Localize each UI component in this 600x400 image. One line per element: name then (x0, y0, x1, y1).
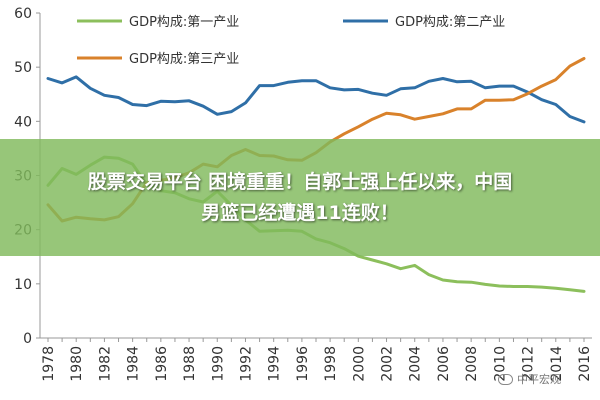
x-tick-label: 2016 (577, 346, 593, 382)
x-tick-label: 1982 (97, 346, 113, 382)
x-axis-ticks: 1978 1980 1982 1984 1986 1988 1990 1992 1994 1996… (41, 338, 593, 382)
x-tick-label: 1984 (126, 346, 142, 382)
x-tick-label: 1978 (41, 346, 57, 382)
x-tick-label: 2008 (464, 346, 480, 382)
x-tick-label: 1992 (238, 346, 254, 382)
x-tick-label: 2012 (521, 346, 537, 382)
legend-label-3: GDP构成:第三产业 (129, 52, 239, 67)
x-tick-label: 2014 (549, 346, 565, 382)
x-tick-label: 2006 (436, 346, 452, 382)
x-tick-label: 1988 (182, 346, 198, 382)
watermark-text: 中平宏观 (517, 373, 561, 386)
x-tick-label: 2002 (380, 346, 396, 382)
x-tick-label: 2000 (351, 346, 367, 382)
wechat-icon (498, 373, 513, 385)
headline-line-2: 男篮已经遭遇11连败！ (201, 201, 399, 224)
x-tick-label: 1990 (210, 346, 226, 382)
headline-line-1: 股票交易平台 困境重重！自郭士强上任以来，中国 (87, 170, 513, 193)
legend-label-1: GDP构成:第一产业 (129, 15, 239, 30)
x-tick-label: 1994 (267, 346, 283, 382)
y-tick-label: 40 (14, 114, 32, 130)
y-tick-label: 50 (14, 60, 32, 76)
series-line-2 (46, 75, 586, 124)
headline-banner[interactable]: 股票交易平台 困境重重！自郭士强上任以来，中国 男篮已经遭遇11连败！ (0, 139, 600, 256)
source-watermark: 中平宏观 (498, 371, 561, 387)
legend-label-2: GDP构成:第二产业 (395, 15, 505, 30)
x-tick-label: 1996 (295, 346, 311, 382)
x-tick-label: 1986 (154, 346, 170, 382)
x-tick-label: 1998 (323, 346, 339, 382)
chart-legend: GDP构成:第一产业 GDP构成:第二产业 GDP构成:第三产业 (77, 15, 505, 67)
x-tick-label: 2010 (492, 346, 508, 382)
x-tick-label: 1980 (69, 346, 85, 382)
y-tick-label: 60 (14, 6, 32, 22)
x-tick-label: 2004 (408, 346, 424, 382)
y-tick-label: 10 (14, 277, 32, 293)
y-tick-label: 0 (23, 331, 32, 347)
